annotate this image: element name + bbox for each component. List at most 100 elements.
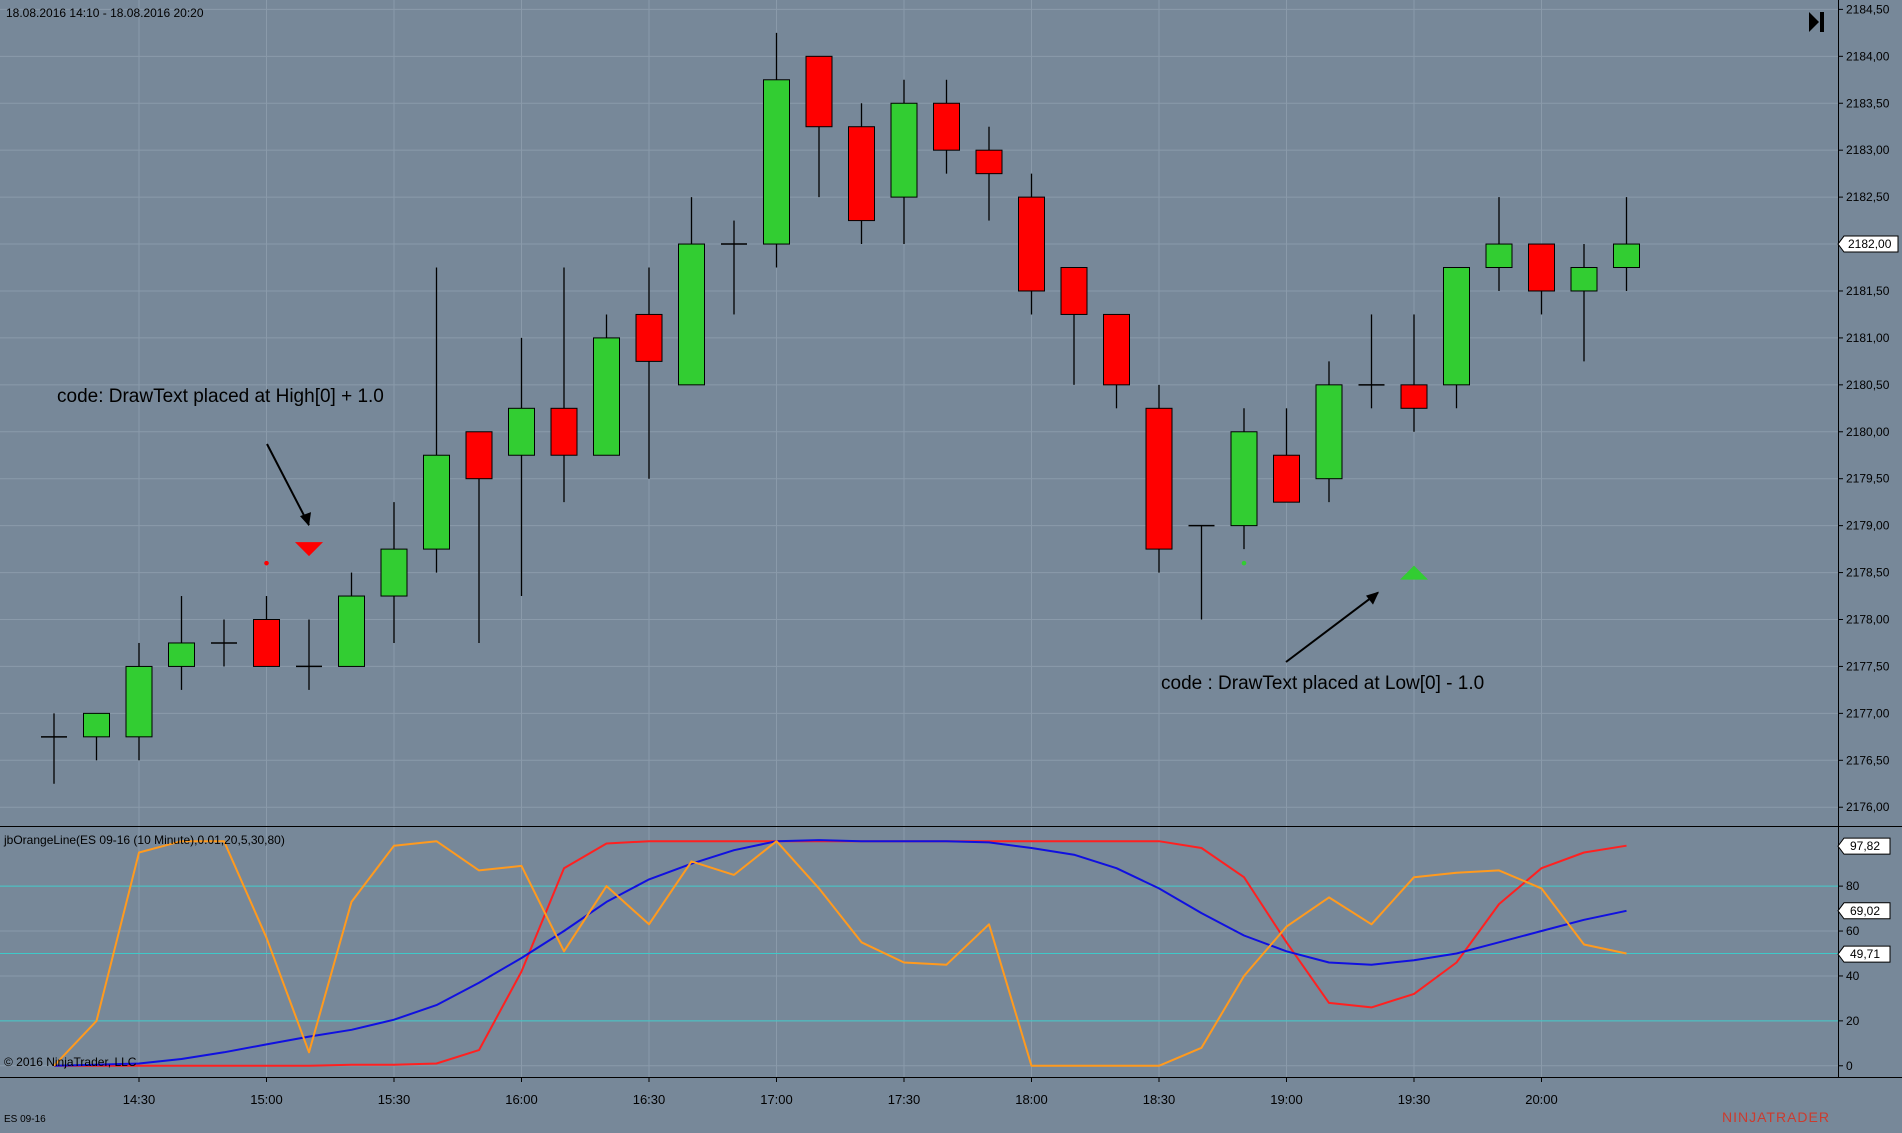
date-range-label: 18.08.2016 14:10 - 18.08.2016 20:20 bbox=[6, 6, 204, 20]
price-tick-label: 2179,50 bbox=[1846, 472, 1890, 486]
candle-body-up bbox=[890, 102, 918, 198]
ninjatrader-logo: NINJATRADER bbox=[1722, 1109, 1830, 1125]
scroll-to-end-button[interactable] bbox=[1806, 10, 1826, 34]
price-tick-label: 2182,50 bbox=[1846, 190, 1890, 204]
price-tick-label: 2184,50 bbox=[1846, 2, 1890, 16]
indicator-tick-label: 80 bbox=[1846, 879, 1860, 893]
candle-body-down bbox=[550, 407, 578, 456]
candle bbox=[465, 431, 493, 643]
candle bbox=[125, 642, 153, 761]
candle bbox=[1273, 408, 1300, 503]
candle-body-up bbox=[678, 243, 705, 386]
price-tick-label: 2177,50 bbox=[1846, 659, 1890, 673]
candle bbox=[550, 267, 578, 503]
candle bbox=[41, 713, 67, 784]
candle bbox=[83, 712, 110, 761]
candle bbox=[933, 79, 960, 174]
candle bbox=[593, 314, 620, 456]
candle-body-up bbox=[1443, 267, 1470, 386]
candle-body-up bbox=[83, 712, 110, 738]
time-tick-label: 16:00 bbox=[505, 1092, 538, 1107]
indicator-series-line bbox=[53, 840, 1627, 1067]
candle bbox=[1103, 313, 1130, 409]
candle-body-up bbox=[168, 642, 195, 667]
annotation-arrowhead bbox=[1366, 591, 1379, 605]
indicator-tick-label: 0 bbox=[1846, 1059, 1853, 1073]
price-tick-label: 2180,50 bbox=[1846, 378, 1890, 392]
price-tick-label: 2176,50 bbox=[1846, 753, 1890, 767]
indicator-value-label: 97,82 bbox=[1850, 839, 1880, 853]
time-tick-label: 16:30 bbox=[633, 1092, 666, 1107]
price-tick-label: 2181,50 bbox=[1846, 284, 1890, 298]
price-tick-label: 2184,00 bbox=[1846, 49, 1890, 63]
time-tick-label: 14:30 bbox=[123, 1092, 156, 1107]
candle bbox=[1315, 361, 1343, 503]
time-tick-label: 18:30 bbox=[1143, 1092, 1176, 1107]
candle-body-up bbox=[1230, 431, 1258, 527]
indicator-tick-label: 40 bbox=[1846, 969, 1860, 983]
time-tick-label: 15:30 bbox=[378, 1092, 411, 1107]
indicator-reference-levels bbox=[0, 885, 1838, 1022]
candle-body-up bbox=[593, 337, 620, 456]
candle bbox=[763, 32, 790, 268]
candle bbox=[890, 79, 918, 245]
candle-body-up bbox=[763, 79, 790, 245]
candle-body-down bbox=[1103, 313, 1130, 386]
candle bbox=[635, 267, 663, 479]
candle bbox=[1400, 314, 1428, 432]
candle-body-up bbox=[1570, 267, 1598, 292]
candle-body-up bbox=[338, 595, 365, 667]
price-tick-label: 2178,50 bbox=[1846, 566, 1890, 580]
play-end-icon[interactable] bbox=[1809, 12, 1819, 32]
candle-body-down bbox=[1145, 407, 1173, 550]
axes: 2176,00 2176,50 2177,00 2177,50 2178,00 2178,… bbox=[0, 0, 1902, 1107]
time-tick-label: 19:30 bbox=[1398, 1092, 1431, 1107]
time-tick-label: 15:00 bbox=[250, 1092, 283, 1107]
price-tick-label: 2176,00 bbox=[1846, 800, 1890, 814]
candle-body-down bbox=[1060, 267, 1088, 315]
candle bbox=[1443, 267, 1470, 409]
candle bbox=[1018, 173, 1045, 315]
price-tick-label: 2183,00 bbox=[1846, 143, 1890, 157]
triangle-up-marker bbox=[1400, 565, 1428, 580]
candle-body-down bbox=[465, 431, 493, 480]
candle-body-down bbox=[805, 55, 833, 128]
time-tick-label: 18:00 bbox=[1015, 1092, 1048, 1107]
copyright-label: © 2016 NinjaTrader, LLC bbox=[4, 1055, 137, 1069]
time-tick-label: 19:00 bbox=[1270, 1092, 1303, 1107]
candle-body-down bbox=[1018, 196, 1045, 292]
candle bbox=[338, 572, 365, 667]
candle bbox=[296, 619, 322, 690]
current-price-label: 2182,00 bbox=[1848, 237, 1892, 251]
candle bbox=[1230, 408, 1258, 550]
candle bbox=[1485, 197, 1513, 291]
candle-body-down bbox=[635, 313, 663, 362]
dot-marker bbox=[1241, 560, 1247, 566]
price-tick-label: 2181,00 bbox=[1846, 331, 1890, 345]
price-tick-label: 2179,00 bbox=[1846, 519, 1890, 533]
end-bar-icon[interactable] bbox=[1820, 12, 1824, 32]
candle-body-up bbox=[1613, 243, 1640, 269]
candle bbox=[848, 103, 875, 245]
annotation-text-high: code: DrawText placed at High[0] + 1.0 bbox=[57, 386, 384, 407]
candle bbox=[1528, 243, 1555, 315]
candle-body-up bbox=[1315, 384, 1343, 480]
candle bbox=[253, 596, 280, 667]
candle bbox=[805, 55, 833, 198]
candle bbox=[1358, 314, 1385, 409]
annotation-arrow-line bbox=[1285, 591, 1379, 663]
time-tick-label: 20:00 bbox=[1525, 1092, 1558, 1107]
candle bbox=[1188, 524, 1215, 620]
candle bbox=[211, 619, 237, 667]
time-tick-label: 17:30 bbox=[888, 1092, 921, 1107]
candle bbox=[1570, 244, 1598, 362]
indicator-value-label: 69,02 bbox=[1850, 904, 1880, 918]
candle-body-up bbox=[125, 665, 153, 738]
price-tick-label: 2180,00 bbox=[1846, 425, 1890, 439]
instrument-label: ES 09-16 bbox=[4, 1114, 46, 1125]
time-tick-label: 17:00 bbox=[760, 1092, 793, 1107]
price-tick-label: 2183,50 bbox=[1846, 96, 1890, 110]
